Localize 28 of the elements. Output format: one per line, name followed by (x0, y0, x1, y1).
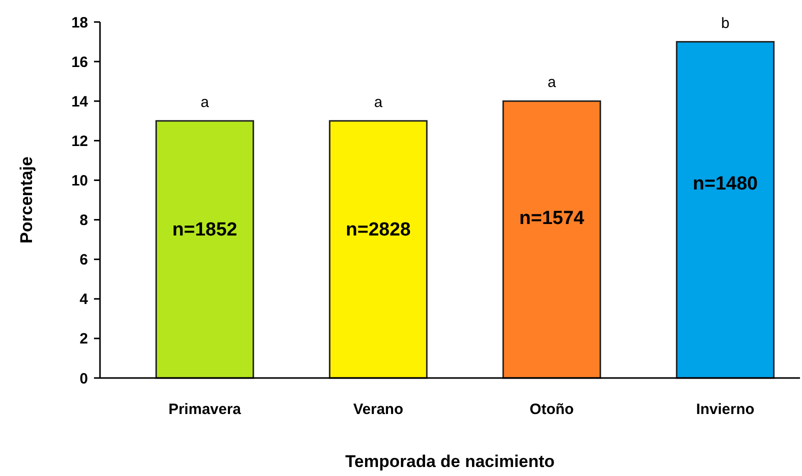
y-tick-label: 0 (80, 370, 88, 388)
y-tick-label: 4 (80, 291, 89, 308)
x-tick-label: Invierno (696, 401, 754, 418)
annotation: n=2828 (346, 220, 411, 241)
x-axis-title: Temporada de nacimiento (345, 452, 555, 471)
annotation: n=1574 (519, 208, 585, 230)
annotation: a (548, 74, 557, 92)
x-tick-label: Primavera (168, 401, 242, 418)
y-tick-label: 10 (71, 172, 88, 190)
y-tick-label: 14 (71, 93, 89, 110)
annotation: n=1480 (692, 174, 758, 195)
annotation: b (721, 14, 730, 32)
x-tick-label: Otoño (530, 401, 574, 418)
annotation: a (374, 94, 384, 111)
y-tick-label: 16 (71, 54, 88, 71)
y-axis-title: Porcentaje (17, 156, 36, 244)
y-tick-label: 12 (71, 132, 88, 150)
y-tick-label: 6 (80, 252, 88, 269)
bar (328, 120, 428, 379)
x-tick-label: Verano (353, 401, 404, 418)
bar (502, 100, 602, 379)
bar (676, 41, 775, 379)
annotation: n=1852 (172, 220, 238, 241)
y-tick-label: 2 (80, 330, 88, 348)
bar (155, 120, 254, 379)
y-tick-label: 18 (71, 14, 88, 32)
annotation: a (200, 94, 210, 111)
y-tick-label: 8 (80, 212, 88, 230)
